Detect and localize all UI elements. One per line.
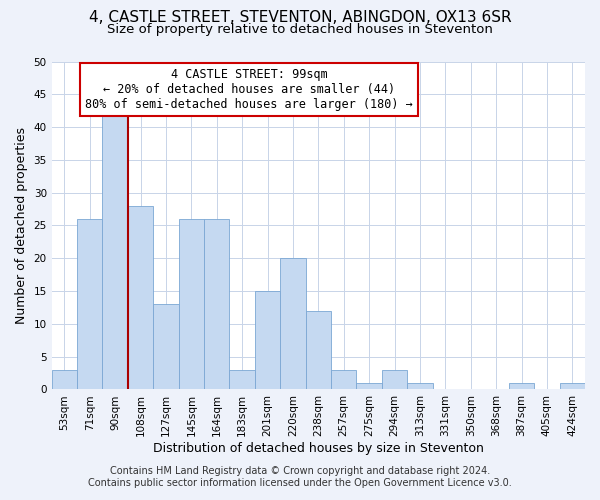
Bar	[560, 383, 585, 390]
Text: 4 CASTLE STREET: 99sqm
← 20% of detached houses are smaller (44)
80% of semi-det: 4 CASTLE STREET: 99sqm ← 20% of detached…	[85, 68, 413, 111]
Bar	[204, 219, 229, 390]
X-axis label: Distribution of detached houses by size in Steventon: Distribution of detached houses by size …	[153, 442, 484, 455]
Y-axis label: Number of detached properties: Number of detached properties	[15, 127, 28, 324]
Bar	[52, 370, 77, 390]
Bar	[255, 291, 280, 390]
Bar	[153, 304, 179, 390]
Bar	[331, 370, 356, 390]
Bar	[382, 370, 407, 390]
Bar	[305, 310, 331, 390]
Bar	[77, 219, 103, 390]
Bar	[179, 219, 204, 390]
Bar	[407, 383, 433, 390]
Bar	[509, 383, 534, 390]
Bar	[103, 114, 128, 390]
Text: 4, CASTLE STREET, STEVENTON, ABINGDON, OX13 6SR: 4, CASTLE STREET, STEVENTON, ABINGDON, O…	[89, 10, 511, 25]
Bar	[356, 383, 382, 390]
Bar	[280, 258, 305, 390]
Text: Contains HM Land Registry data © Crown copyright and database right 2024.
Contai: Contains HM Land Registry data © Crown c…	[88, 466, 512, 487]
Text: Size of property relative to detached houses in Steventon: Size of property relative to detached ho…	[107, 22, 493, 36]
Bar	[229, 370, 255, 390]
Bar	[128, 206, 153, 390]
